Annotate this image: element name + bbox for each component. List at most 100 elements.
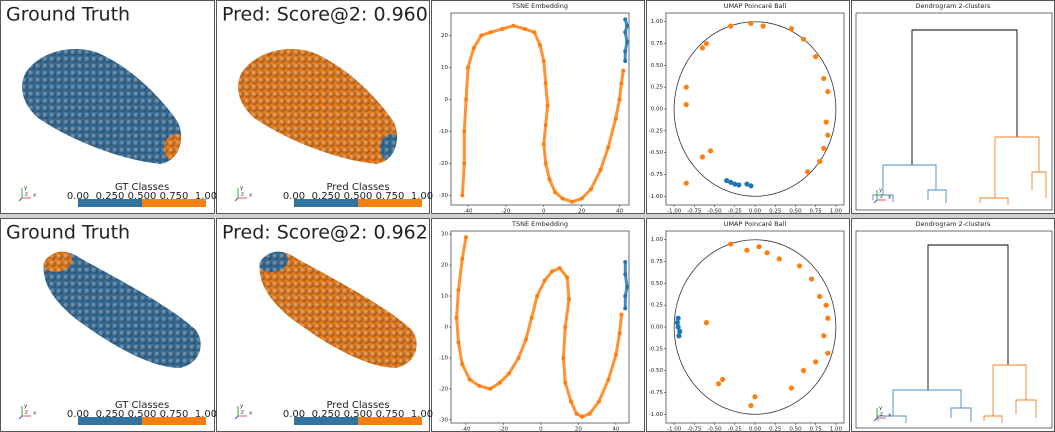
x-tick-label: -0.75 [687, 427, 702, 432]
point [543, 123, 548, 127]
point [535, 294, 540, 299]
point [800, 368, 807, 374]
x-tick-label: -40 [464, 209, 473, 215]
panel-title: Ground Truth [6, 222, 130, 244]
y-tick-label: 0.75 [651, 259, 664, 265]
y-tick-label: -10 [439, 129, 448, 135]
y-tick-label: 0.50 [651, 63, 664, 69]
x-tick-label: -1.00 [667, 209, 682, 215]
x-tick-label: 20 [575, 427, 582, 432]
poincare-boundary [673, 21, 837, 197]
point [488, 386, 493, 391]
point [623, 59, 628, 63]
point [825, 88, 831, 95]
point [545, 103, 550, 108]
point [541, 59, 546, 63]
colorbar-low [294, 417, 358, 425]
y-tick-label: 30 [441, 232, 448, 238]
point [764, 250, 770, 256]
y-tick-label: 10 [441, 294, 448, 300]
triad-label: x [249, 411, 253, 417]
x-tick-label: -0.75 [687, 209, 702, 215]
point [813, 359, 819, 365]
x-tick-label: 0 [542, 209, 546, 215]
point [617, 331, 622, 336]
colorbar-tick-label: 0.250 [312, 191, 341, 202]
colorbar-label: GT Classes [115, 400, 169, 411]
y-tick-label: -0.50 [649, 150, 664, 156]
plot-title: Dendrogram 2-clusters [916, 2, 992, 10]
colorbar-tick-label: 0.750 [160, 409, 189, 420]
object-texture [22, 48, 182, 164]
point [623, 17, 628, 22]
point [804, 169, 811, 175]
colorbar-tick-label: 1.00 [411, 191, 433, 202]
point [463, 235, 468, 240]
point [623, 294, 628, 299]
point [823, 119, 829, 125]
triad-label: y [24, 186, 28, 192]
colorbar-high [142, 417, 206, 425]
point [817, 158, 823, 164]
point [574, 411, 579, 416]
x-tick-label: -0.25 [728, 427, 743, 432]
triad-label: x [888, 195, 892, 201]
point [568, 399, 573, 404]
x-tick-label: -0.50 [707, 209, 722, 215]
point [538, 43, 542, 47]
dendrogram-link [1015, 399, 1037, 418]
x-tick-label: -40 [461, 427, 470, 432]
dendrogram-link [950, 407, 972, 422]
triad-axis [234, 197, 239, 202]
x-tick-label: 1.00 [830, 427, 843, 432]
y-tick-label: 0.75 [651, 41, 664, 47]
plot-frame [855, 12, 1053, 211]
colorbar-tick-label: 0.750 [376, 409, 405, 420]
point [788, 26, 795, 32]
colorbar-tick-label: 0.500 [344, 409, 373, 420]
panel-border [216, 0, 430, 214]
x-tick-label: 20 [578, 209, 585, 215]
y-tick-label: 0 [445, 97, 449, 103]
point [606, 377, 611, 382]
point [460, 362, 465, 367]
point [676, 333, 682, 339]
point [744, 247, 750, 253]
y-tick-label: -0.50 [649, 368, 664, 374]
y-tick-label: -0.75 [649, 172, 664, 178]
point [570, 199, 575, 204]
x-tick-label: 40 [612, 427, 619, 432]
point [477, 383, 482, 388]
colorbar-tick-label: 0.500 [128, 409, 157, 420]
plot-title: TSNE Embedding [511, 2, 568, 10]
point [553, 190, 558, 195]
point [543, 161, 548, 166]
triad-label: x [33, 193, 37, 199]
point [565, 275, 570, 280]
point [720, 376, 726, 382]
point [598, 167, 603, 172]
triad-label: y [879, 406, 883, 412]
y-tick-label: -30 [439, 417, 448, 423]
triad-label: z [880, 412, 883, 418]
triad-axis [873, 417, 878, 422]
point [821, 75, 827, 82]
triad-group: yz x [873, 406, 892, 422]
point [617, 97, 622, 102]
x-tick-label: 1.00 [830, 209, 843, 215]
y-tick-label: -1.00 [649, 412, 664, 418]
x-tick-label: 0.50 [789, 209, 802, 215]
colorbar-label: Pred Classes [326, 182, 389, 193]
point [788, 385, 795, 391]
poincare-boundary [673, 239, 837, 415]
point [683, 84, 689, 90]
point [675, 315, 681, 321]
point [683, 180, 689, 186]
dendrogram-link [892, 389, 962, 416]
plot-title: UMAP Poincaré Ball [724, 2, 787, 10]
x-tick-label: 0.75 [810, 209, 823, 215]
point [507, 371, 512, 376]
point [589, 187, 594, 191]
render-3d: Pred: Score@2: 0.960 Pred Classes 0.00 0.25… [222, 4, 433, 207]
point [456, 340, 461, 345]
